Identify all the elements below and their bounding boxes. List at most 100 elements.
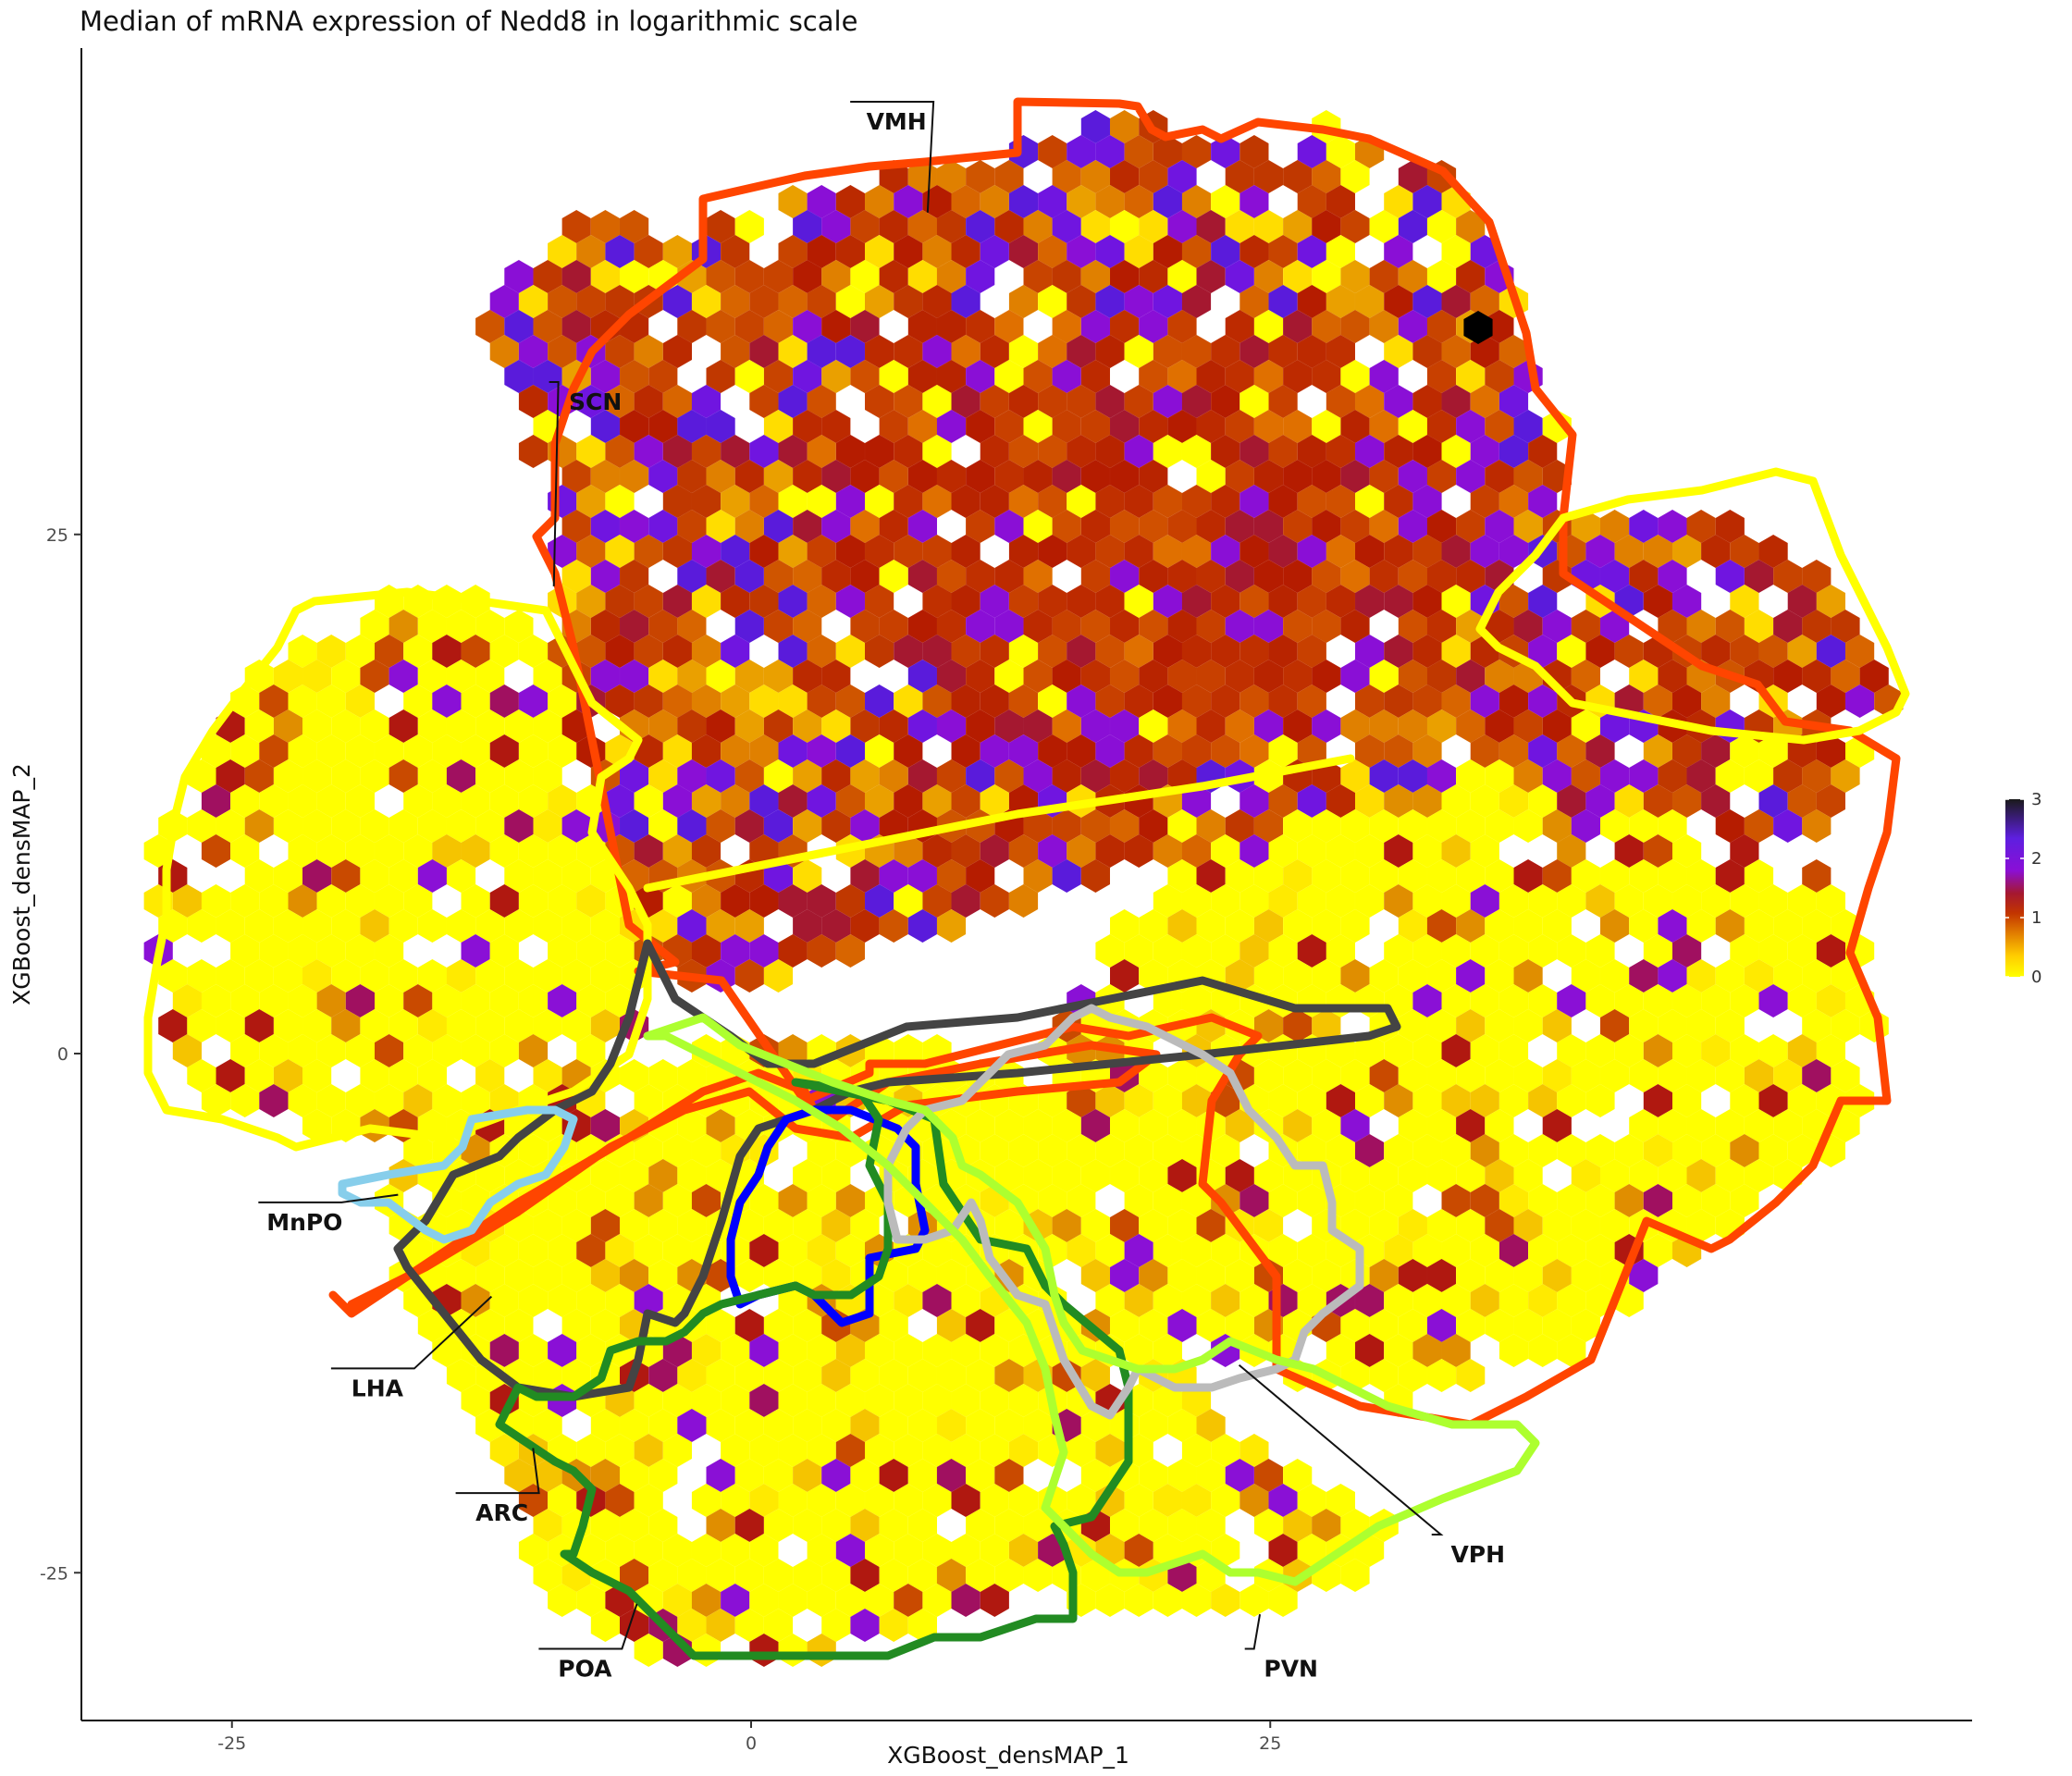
hex-cell: [807, 1334, 836, 1367]
hex-cell: [634, 1284, 663, 1317]
hex-cell: [1557, 784, 1586, 818]
hex-cell: [1398, 1009, 1427, 1042]
hex-cell: [936, 660, 967, 693]
hex-cell: [605, 485, 635, 518]
hex-cell: [1211, 884, 1240, 918]
hex-cell: [922, 1334, 952, 1367]
hex-cell: [907, 1259, 937, 1292]
hex-cell: [1758, 1084, 1788, 1117]
hex-cell: [894, 1384, 923, 1417]
hex-cell: [1095, 684, 1125, 718]
hex-cell: [316, 734, 346, 768]
hex-cell: [1067, 734, 1096, 768]
hex-cell: [590, 1609, 620, 1642]
hex-cell: [1816, 934, 1845, 968]
hex-cell: [1225, 360, 1254, 393]
hex-cell: [1139, 660, 1168, 693]
hex-cell: [1181, 834, 1212, 868]
hex-cell: [1167, 859, 1197, 893]
hex-cell: [1312, 959, 1341, 993]
hex-cell: [980, 734, 1009, 768]
hex-cell: [230, 1084, 260, 1117]
hex-cell: [1802, 859, 1832, 893]
hex-cell: [1600, 510, 1630, 543]
hex-cell: [1485, 959, 1514, 993]
hex-cell: [734, 1259, 764, 1292]
hex-cell: [533, 1409, 562, 1442]
hex-cell: [1139, 260, 1168, 293]
hex-cell: [721, 1584, 750, 1617]
hex-cell: [1153, 285, 1182, 318]
hex-cell: [1485, 1059, 1514, 1092]
hex-cell: [1412, 535, 1442, 568]
hex-cell: [1658, 1009, 1687, 1042]
hex-cell: [677, 909, 707, 943]
hex-cell: [1600, 909, 1630, 943]
hex-cell: [533, 859, 562, 893]
hex-cell: [331, 759, 361, 793]
hex-cell: [1686, 610, 1716, 643]
hex-cell: [1124, 635, 1153, 668]
hex-cell: [907, 260, 937, 293]
hex-cell: [548, 884, 577, 918]
hex-cell: [1542, 759, 1572, 793]
hex-cell: [1153, 684, 1182, 718]
hex-cell: [734, 1559, 764, 1592]
hex-cell: [273, 859, 303, 893]
hex-cell: [1052, 610, 1081, 643]
hex-cell: [1095, 1584, 1125, 1617]
hex-cell: [1023, 759, 1053, 793]
hex-cell: [706, 560, 735, 593]
pvn-outline: [643, 1013, 1540, 1586]
hex-cell: [1701, 784, 1731, 818]
hex-cell: [793, 260, 822, 293]
hex-cell: [907, 1409, 937, 1442]
hex-cell: [734, 610, 764, 643]
hex-cell: [894, 285, 923, 318]
hex-cell: [865, 1584, 894, 1617]
hex-cell: [1369, 1359, 1399, 1392]
hex-cell: [1470, 435, 1499, 468]
hex-cell: [1225, 460, 1254, 493]
hex-cell: [1485, 709, 1514, 743]
hex-cell: [504, 1459, 534, 1492]
hex-cell: [1355, 784, 1385, 818]
hex-cell: [1211, 135, 1240, 168]
hex-cell: [922, 1484, 952, 1517]
hex-cell: [1312, 510, 1341, 543]
hex-cell: [1384, 1334, 1413, 1367]
hex-cell: [1312, 859, 1341, 893]
hex-cell: [1312, 460, 1341, 493]
hex-cell: [850, 360, 880, 393]
hex-cell: [605, 235, 635, 268]
hex-cell: [778, 1184, 808, 1217]
hex-cell: [691, 834, 722, 868]
hex-cell: [1802, 660, 1832, 693]
hex-cell: [691, 1484, 722, 1517]
hex-cell: [1008, 535, 1039, 568]
mnpo-outline: [338, 1105, 578, 1244]
hex-cell: [1528, 435, 1558, 468]
hex-cell: [1110, 610, 1140, 643]
hex-cell: [1181, 934, 1212, 968]
hex-cell: [907, 360, 937, 393]
hex-cell: [936, 1559, 967, 1592]
hex-cell: [1124, 485, 1153, 518]
hex-cell: [1297, 684, 1326, 718]
hex-cell: [1456, 1109, 1486, 1142]
hex-cell: [677, 1559, 707, 1592]
hex-cell: [1139, 510, 1168, 543]
hex-cell: [1167, 1309, 1197, 1342]
hex-cell: [1023, 410, 1053, 443]
hex-cell: [461, 784, 490, 818]
hex-cell: [1038, 185, 1067, 218]
hex-cell: [1384, 1084, 1413, 1117]
hex-cell: [807, 884, 836, 918]
hex-cell: [1629, 1109, 1659, 1142]
hex-cell: [461, 984, 490, 1018]
hex-cell: [1181, 1384, 1212, 1417]
hex-cell: [1225, 1259, 1254, 1292]
hex-cell: [662, 1534, 692, 1567]
hex-cell: [821, 1159, 851, 1192]
hex-cell: [634, 385, 663, 418]
